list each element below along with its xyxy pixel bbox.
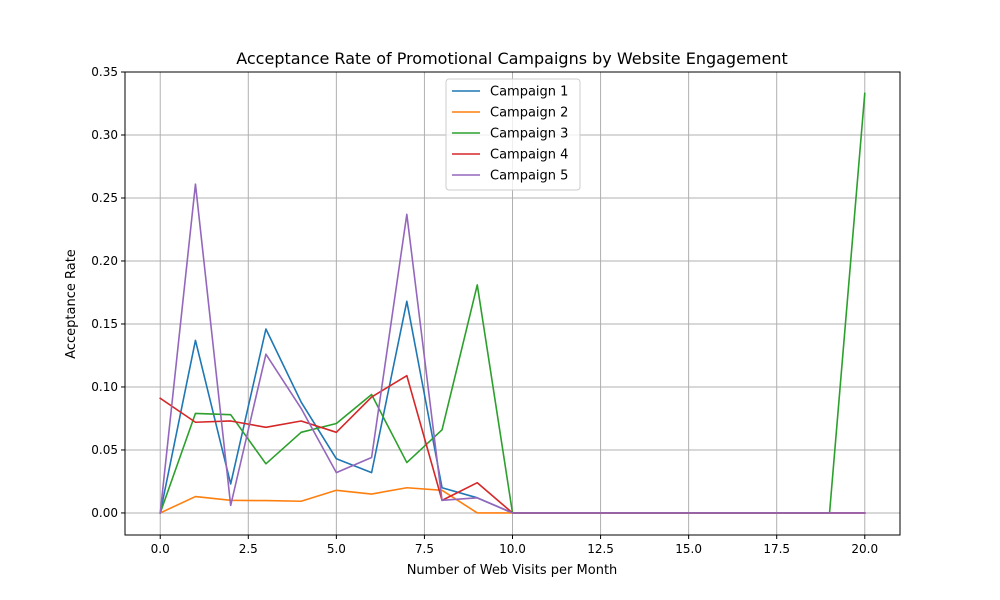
legend-label-campaign-3: Campaign 3: [490, 127, 568, 142]
chart-title: Acceptance Rate of Promotional Campaigns…: [236, 49, 788, 68]
x-tick-label: 7.5: [415, 542, 434, 556]
series-line-campaign-5: [159, 183, 866, 514]
legend: Campaign 1 Campaign 2 Campaign 3 Campaign 4…: [445, 78, 581, 191]
y-tick-label: 0.30: [91, 128, 118, 142]
x-axis-label: Number of Web Visits per Month: [407, 563, 618, 578]
legend-label-campaign-1: Campaign 1: [490, 85, 568, 100]
y-tick-label: 0.20: [91, 254, 118, 268]
x-axis-ticks: 0.0 2.5 5.0 7.5 10.0 12.5 15.0 17.5 20.0: [151, 535, 878, 556]
legend-label-campaign-5: Campaign 5: [490, 169, 568, 184]
y-tick-label: 0.00: [91, 506, 118, 520]
series-lines: [159, 92, 866, 515]
x-tick-label: 5.0: [327, 542, 346, 556]
x-tick-label: 2.5: [239, 542, 258, 556]
y-tick-label: 0.05: [91, 443, 118, 457]
x-tick-label: 12.5: [587, 542, 614, 556]
x-tick-label: 20.0: [851, 542, 878, 556]
y-tick-label: 0.25: [91, 191, 118, 205]
x-tick-label: 17.5: [763, 542, 790, 556]
y-tick-label: 0.15: [91, 317, 118, 331]
y-tick-label: 0.35: [91, 65, 118, 79]
y-axis-ticks: 0.00 0.05 0.10 0.15 0.20 0.25 0.30 0.35: [91, 65, 125, 520]
x-tick-label: 10.0: [499, 542, 526, 556]
y-axis-label: Acceptance Rate: [64, 249, 79, 359]
legend-label-campaign-2: Campaign 2: [490, 106, 568, 121]
legend-frame: [445, 78, 581, 191]
legend-label-campaign-4: Campaign 4: [490, 148, 568, 163]
x-tick-label: 15.0: [675, 542, 702, 556]
y-tick-label: 0.10: [91, 380, 118, 394]
x-tick-label: 0.0: [151, 542, 170, 556]
